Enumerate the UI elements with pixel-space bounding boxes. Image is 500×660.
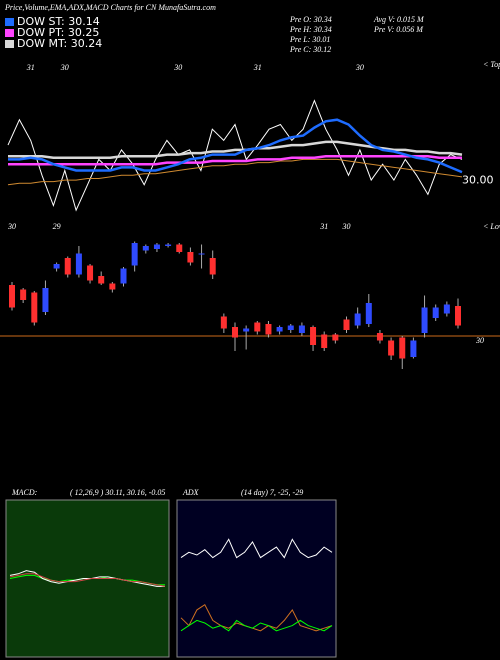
candle-body	[220, 316, 227, 329]
series-line	[7, 99, 463, 212]
candle-body	[142, 246, 149, 251]
legend-swatch	[5, 18, 14, 26]
candle-body	[443, 304, 450, 314]
candle-body	[75, 253, 82, 275]
candle-body	[455, 306, 461, 326]
x-tick-label: 29	[53, 222, 61, 231]
lows-label: < Lows	[483, 222, 500, 231]
candle-body	[354, 313, 361, 326]
info-text: Pre O: 30.34	[289, 15, 332, 24]
candle-body	[198, 253, 205, 255]
info-text: Pre L: 30.01	[289, 35, 330, 44]
candle-body	[321, 334, 328, 348]
series-line	[8, 118, 463, 174]
legend-entry: DOW ST: 30.14	[17, 15, 100, 28]
candle-body	[176, 244, 183, 252]
x-tick-label: 31	[26, 63, 35, 72]
candle-body	[131, 243, 138, 266]
panel-title: ADX	[182, 488, 200, 497]
y-tick-label: 30	[475, 336, 484, 345]
candle-body	[87, 265, 94, 281]
legend-entry: DOW MT: 30.24	[17, 37, 102, 50]
candle-body	[98, 276, 105, 284]
series-line	[180, 619, 333, 632]
page-title: Price,Volume,EMA,ADX,MACD Charts for CN …	[4, 3, 216, 12]
series-line	[180, 603, 333, 632]
info-text: Pre H: 30.34	[289, 25, 332, 34]
candle-body	[276, 327, 283, 332]
candle-body	[310, 327, 317, 345]
x-tick-label: 30	[355, 63, 364, 72]
candle-body	[120, 268, 127, 284]
candle-body	[165, 244, 172, 246]
candle-body	[20, 289, 27, 300]
x-tick-label: 30	[342, 222, 351, 231]
x-tick-label: 31	[319, 222, 328, 231]
series-line	[8, 140, 463, 160]
panel-title: MACD:	[11, 488, 38, 497]
candle-body	[388, 340, 395, 356]
candle-body	[410, 340, 417, 357]
candle-body	[376, 333, 383, 341]
candle-body	[287, 325, 294, 330]
candle-body	[109, 283, 116, 290]
candle-body	[64, 258, 71, 275]
candle-body	[421, 307, 428, 333]
candle-body	[265, 324, 272, 335]
candle-body	[9, 285, 15, 308]
candle-body	[153, 244, 160, 249]
series-line	[9, 570, 165, 587]
tops-label: < Tops	[483, 60, 500, 69]
candle-body	[53, 264, 60, 269]
series-line	[8, 154, 462, 166]
candle-body	[42, 288, 49, 312]
x-tick-label: 30	[60, 63, 69, 72]
x-tick-label: 31	[253, 63, 262, 72]
series-line	[180, 538, 333, 559]
info-text: Avg V: 0.015 M	[373, 15, 425, 24]
candle-body	[209, 258, 216, 275]
series-line	[9, 573, 166, 587]
candle-body	[365, 303, 372, 324]
legend-swatch	[5, 29, 14, 37]
candle-body	[232, 327, 238, 338]
x-tick-label: 30	[7, 222, 16, 231]
candle-body	[432, 307, 439, 318]
candle-body	[187, 252, 194, 263]
panel-subtitle: ( 12,26,9 ) 30.11, 30.16, -0.05	[70, 488, 165, 497]
candle-body	[332, 334, 339, 341]
candle-body	[31, 292, 38, 323]
x-tick-label: 30	[173, 63, 182, 72]
candle-body	[243, 328, 250, 332]
panel-background	[176, 499, 337, 658]
candle-body	[254, 322, 261, 332]
info-text: Pre V: 0.056 M	[373, 25, 424, 34]
info-text: Pre C: 30.12	[289, 45, 331, 54]
legend-swatch	[5, 40, 14, 48]
legend-entry: DOW PT: 30.25	[17, 26, 99, 39]
panel-subtitle: (14 day) 7, -25, -29	[241, 488, 303, 497]
candle-body	[343, 319, 350, 330]
candle-body	[399, 337, 406, 359]
series-line	[7, 158, 463, 186]
y-tick-label: 30.00	[462, 173, 494, 186]
candle-body	[298, 325, 305, 333]
